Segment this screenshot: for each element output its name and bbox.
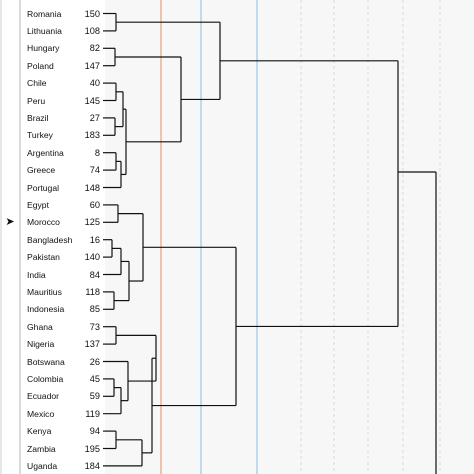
- dendrogram-band: [105, 0, 474, 474]
- country-number: 45: [89, 373, 100, 384]
- country-label[interactable]: Botswana: [27, 356, 65, 367]
- country-number: 145: [84, 95, 100, 106]
- country-number: 108: [84, 25, 100, 36]
- country-label[interactable]: Brazil: [27, 112, 49, 123]
- country-number: 94: [89, 426, 100, 437]
- country-number: 27: [89, 112, 100, 123]
- country-label[interactable]: Nigeria: [27, 339, 55, 350]
- country-number: 8: [94, 147, 100, 158]
- country-number: 60: [89, 199, 100, 210]
- country-label[interactable]: Ghana: [27, 321, 53, 332]
- country-label[interactable]: Morocco: [27, 217, 60, 228]
- country-label[interactable]: Portugal: [27, 182, 60, 193]
- country-label[interactable]: Ecuador: [27, 391, 60, 402]
- country-label[interactable]: Mexico: [27, 408, 55, 419]
- country-number: 150: [84, 8, 100, 19]
- country-number: 82: [89, 43, 100, 54]
- country-number: 118: [85, 286, 100, 297]
- country-label[interactable]: Greece: [27, 165, 56, 176]
- country-number: 84: [89, 269, 100, 280]
- country-label[interactable]: Uganda: [27, 460, 58, 471]
- country-number: 59: [89, 391, 100, 402]
- selection-marker-icon: ➤: [5, 216, 15, 229]
- country-number: 26: [89, 356, 100, 367]
- country-number: 85: [89, 304, 100, 315]
- country-number: 74: [89, 165, 100, 176]
- country-number: 73: [89, 321, 100, 332]
- country-label[interactable]: Colombia: [27, 373, 64, 384]
- country-label[interactable]: Mauritius: [27, 286, 62, 297]
- country-number: 148: [84, 182, 100, 193]
- country-number: 140: [84, 252, 100, 263]
- country-label[interactable]: Pakistan: [27, 252, 60, 263]
- country-label[interactable]: Argentina: [27, 147, 64, 158]
- country-label[interactable]: Egypt: [27, 199, 49, 210]
- country-label[interactable]: Poland: [27, 60, 54, 71]
- country-label[interactable]: Hungary: [27, 43, 60, 54]
- country-number: 195: [84, 443, 100, 454]
- country-label[interactable]: Chile: [27, 78, 47, 89]
- country-number: 137: [84, 339, 100, 350]
- country-label[interactable]: Peru: [27, 95, 46, 106]
- country-number: 183: [84, 130, 100, 141]
- country-label[interactable]: Bangladesh: [27, 234, 73, 245]
- country-number: 125: [84, 217, 100, 228]
- country-number: 184: [84, 460, 100, 471]
- country-label[interactable]: Turkey: [27, 130, 53, 141]
- country-number: 40: [89, 78, 100, 89]
- country-label[interactable]: Romania: [27, 8, 62, 19]
- country-label[interactable]: Indonesia: [27, 304, 65, 315]
- country-label[interactable]: India: [27, 269, 46, 280]
- country-number: 119: [85, 408, 100, 419]
- country-label[interactable]: Zambia: [27, 443, 56, 454]
- country-label[interactable]: Lithuania: [27, 25, 62, 36]
- country-label[interactable]: Kenya: [27, 426, 52, 437]
- country-number: 16: [89, 234, 100, 245]
- country-number: 147: [84, 60, 100, 71]
